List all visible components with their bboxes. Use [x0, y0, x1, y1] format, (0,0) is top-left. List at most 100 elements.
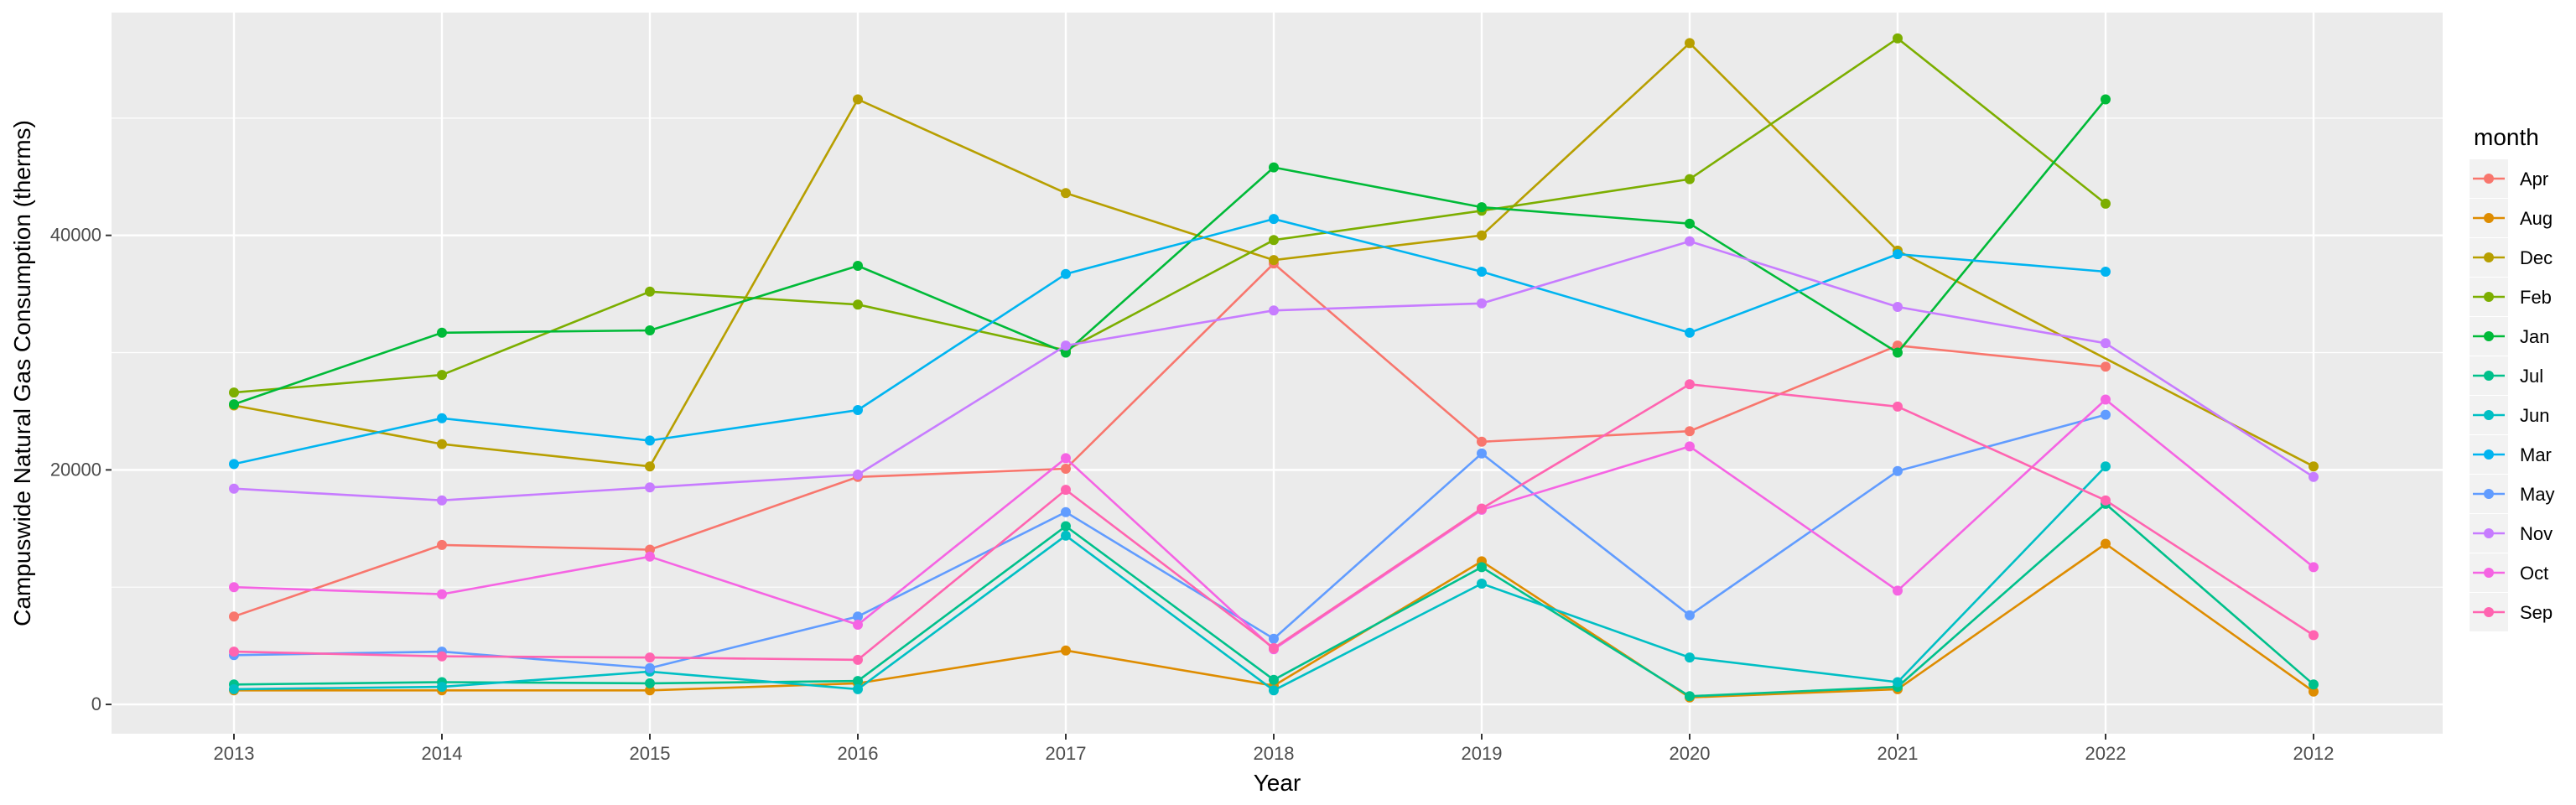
data-point-mar — [1477, 267, 1487, 277]
data-point-nov — [2101, 338, 2111, 349]
data-point-oct — [853, 620, 863, 630]
data-point-apr — [229, 611, 239, 622]
data-point-sep — [437, 651, 447, 662]
series-line-jan — [233, 98, 2107, 406]
legend-label: May — [2520, 484, 2555, 505]
data-point-feb — [2101, 198, 2111, 209]
x-tick-label: 2022 — [2085, 743, 2127, 764]
data-point-jun — [2101, 461, 2111, 472]
data-point-jul — [1477, 562, 1487, 573]
x-tick-label: 2019 — [1462, 743, 1503, 764]
data-point-may — [1685, 610, 1695, 621]
series-jun — [229, 461, 2111, 696]
plot-panel — [112, 13, 2443, 734]
legend-key-point — [2484, 489, 2494, 499]
data-point-sep — [853, 654, 863, 665]
data-point-aug — [2309, 686, 2319, 697]
data-point-jan — [1685, 218, 1695, 229]
data-point-jan — [1893, 347, 1903, 358]
legend-item-jun: Jun — [2470, 396, 2549, 434]
data-point-nov — [853, 470, 863, 480]
data-point-jan — [853, 261, 863, 271]
data-point-apr — [1685, 426, 1695, 437]
data-point-jan — [437, 327, 447, 338]
legend-key-point — [2484, 292, 2494, 302]
data-point-oct — [2309, 562, 2319, 573]
data-point-feb — [437, 370, 447, 381]
data-point-mar — [1893, 249, 1903, 260]
legend-item-jul: Jul — [2470, 356, 2543, 395]
data-point-mar — [437, 413, 447, 423]
legend-label: Jan — [2520, 326, 2549, 347]
data-point-nov — [1477, 298, 1487, 309]
data-point-nov — [1685, 236, 1695, 247]
data-point-sep — [1477, 503, 1487, 514]
legend-key-point — [2484, 174, 2494, 184]
data-point-dec — [1269, 255, 1279, 266]
legend-label: Oct — [2520, 563, 2548, 584]
data-point-feb — [1685, 174, 1695, 184]
data-point-apr — [1477, 436, 1487, 447]
data-point-jan — [2101, 94, 2111, 105]
data-point-feb — [645, 286, 655, 297]
data-point-jun — [229, 683, 239, 694]
legend-label: Jun — [2520, 405, 2549, 426]
data-point-apr — [2101, 361, 2111, 372]
data-point-aug — [645, 685, 655, 696]
legend-label: Jul — [2520, 366, 2543, 387]
data-point-mar — [1061, 268, 1071, 279]
series-jan — [229, 94, 2111, 410]
data-point-apr — [1061, 464, 1071, 474]
data-point-apr — [437, 539, 447, 550]
data-point-oct — [229, 582, 239, 593]
legend-key-point — [2484, 371, 2494, 381]
legend-key-point — [2484, 213, 2494, 223]
data-point-feb — [1269, 235, 1279, 246]
data-point-may — [1061, 506, 1071, 517]
x-tick-label: 2012 — [2293, 743, 2334, 764]
series-apr — [229, 258, 2111, 622]
x-tick-label: 2018 — [1254, 743, 1295, 764]
legend-item-mar: Mar — [2470, 435, 2552, 474]
data-point-jan — [1477, 202, 1487, 213]
series-line-dec — [233, 42, 2314, 468]
legend-title: month — [2474, 124, 2539, 150]
data-point-mar — [1269, 214, 1279, 225]
data-point-sep — [645, 652, 655, 663]
x-axis-title: Year — [1254, 770, 1301, 796]
data-point-apr — [645, 544, 655, 555]
legend-label: Feb — [2520, 287, 2552, 308]
legend-item-nov: Nov — [2470, 514, 2553, 553]
x-tick-label: 2020 — [1670, 743, 1711, 764]
legend-item-jan: Jan — [2470, 317, 2549, 356]
legend-label: Dec — [2520, 247, 2553, 268]
legend-item-dec: Dec — [2470, 238, 2553, 277]
data-point-nov — [1061, 340, 1071, 351]
legend-key-point — [2484, 252, 2494, 262]
legend-item-apr: Apr — [2470, 159, 2548, 198]
legend-label: Nov — [2520, 523, 2553, 544]
legend-key-point — [2484, 607, 2494, 617]
data-point-mar — [229, 459, 239, 470]
data-point-jun — [1477, 579, 1487, 589]
data-point-oct — [437, 589, 447, 600]
x-tick-label: 2016 — [838, 743, 879, 764]
data-point-jan — [645, 325, 655, 335]
data-point-nov — [645, 482, 655, 493]
x-tick-label: 2014 — [422, 743, 463, 764]
series-line-may — [233, 413, 2106, 670]
data-point-nov — [1269, 305, 1279, 316]
data-point-mar — [853, 405, 863, 415]
series-line-mar — [233, 217, 2106, 465]
data-point-oct — [2101, 394, 2111, 405]
series-sep — [229, 379, 2319, 665]
data-point-jun — [853, 683, 863, 694]
data-point-feb — [853, 299, 863, 310]
y-tick-label: 20000 — [50, 459, 101, 480]
x-tick-label: 2015 — [630, 743, 671, 764]
data-point-mar — [645, 435, 655, 446]
legend-label: Apr — [2520, 169, 2548, 190]
data-point-feb — [1893, 33, 1903, 44]
data-point-aug — [1061, 645, 1071, 656]
